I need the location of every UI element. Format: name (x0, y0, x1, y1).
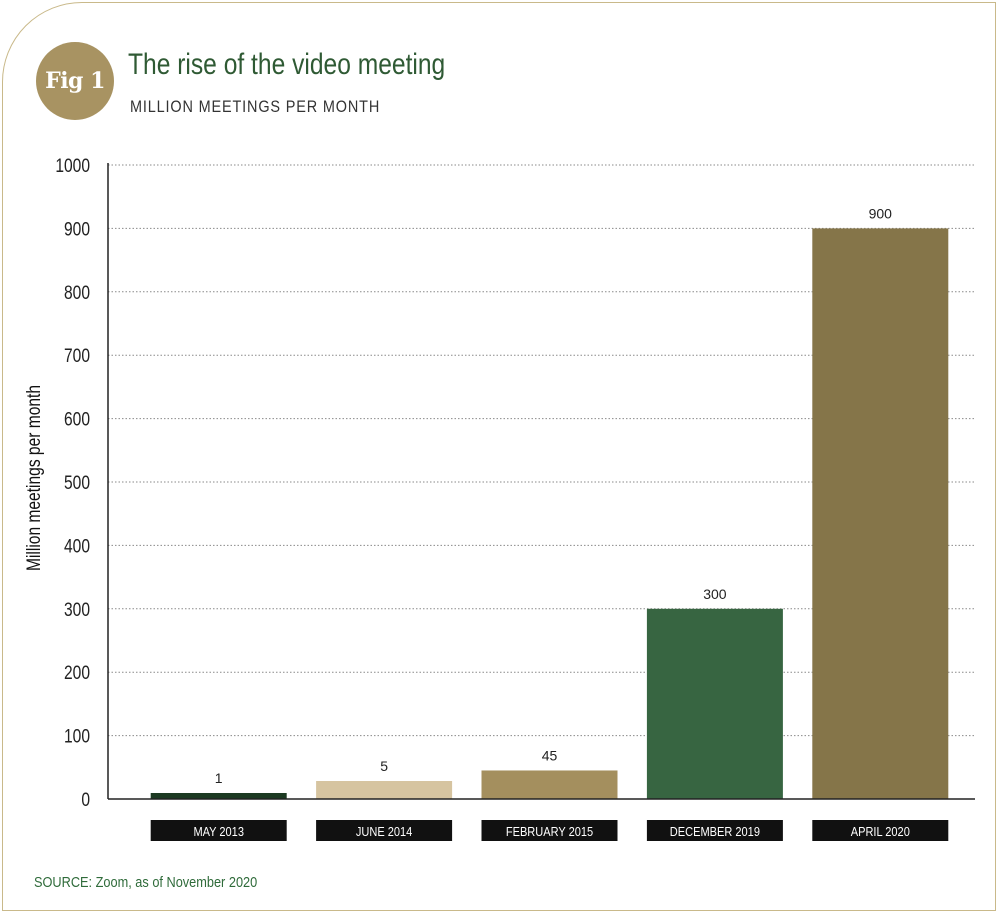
y-tick-label: 900 (64, 218, 90, 240)
chart-subtitle: MILLION MEETINGS PER MONTH (130, 97, 381, 116)
category-label: APRIL 2020 (851, 824, 910, 839)
y-tick-label: 600 (64, 408, 90, 430)
y-tick-label: 400 (64, 535, 90, 557)
chart-title: The rise of the video meeting (128, 48, 446, 81)
grid-lines (108, 164, 975, 737)
data-label: 900 (869, 205, 893, 221)
y-tick-label: 0 (81, 789, 90, 811)
y-tick-label: 700 (64, 345, 90, 367)
data-label: 1 (215, 770, 223, 786)
category-labels: MAY 2013 JUNE 2014 FEBRUARY 2015 DECEMBER 2… (150, 820, 949, 841)
y-tick-label: 500 (64, 472, 90, 494)
y-tick-labels: 0 100 200 300 400 500 600 700 800 900 1000 (55, 155, 90, 811)
category-label: JUNE 2014 (356, 824, 413, 839)
category-tag (316, 820, 453, 841)
data-label: 5 (380, 758, 388, 774)
y-tick-label: 800 (64, 281, 90, 303)
bars (150, 228, 949, 799)
data-label: 45 (542, 747, 558, 763)
source-note: SOURCE: Zoom, as of November 2020 (34, 874, 258, 891)
y-tick-label: 100 (64, 725, 90, 747)
bar (316, 781, 453, 799)
bar (150, 793, 287, 799)
figure-badge: Fig 1 (36, 42, 114, 120)
bar (812, 228, 949, 799)
category-tag (481, 820, 618, 841)
y-tick-label: 200 (64, 662, 90, 684)
value-labels: 1 5 45 300 900 (215, 205, 892, 786)
category-tag (150, 820, 287, 841)
y-tick-label: 1000 (55, 155, 90, 177)
y-tick-label: 300 (64, 598, 90, 620)
category-label: FEBRUARY 2015 (506, 824, 594, 839)
bar (646, 608, 783, 799)
y-axis-label: Million meetings per month (23, 385, 45, 571)
category-tag (812, 820, 949, 841)
bar (481, 770, 618, 799)
data-label: 300 (703, 586, 727, 602)
category-label: DECEMBER 2019 (670, 824, 760, 839)
category-label: MAY 2013 (193, 824, 244, 839)
category-tag (646, 820, 783, 841)
